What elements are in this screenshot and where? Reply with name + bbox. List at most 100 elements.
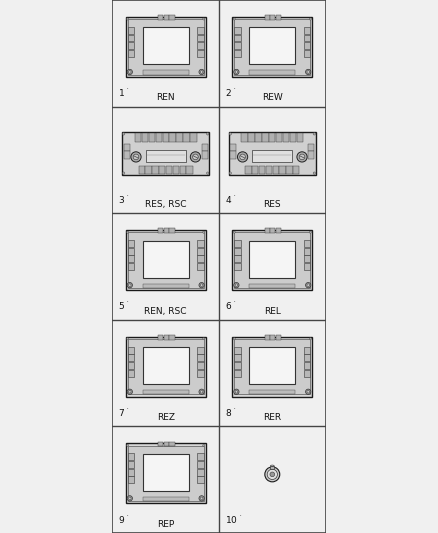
Bar bbox=[170, 15, 175, 20]
Text: REP: REP bbox=[157, 520, 174, 529]
Text: REW: REW bbox=[262, 93, 283, 102]
Bar bbox=[304, 27, 311, 34]
Circle shape bbox=[309, 338, 311, 340]
Text: 1 $\mathregular{^{\prime}}$: 1 $\mathregular{^{\prime}}$ bbox=[118, 87, 130, 99]
Circle shape bbox=[306, 389, 311, 394]
Bar bbox=[164, 15, 169, 20]
Circle shape bbox=[309, 231, 311, 233]
Bar bbox=[197, 35, 204, 42]
Bar bbox=[197, 248, 204, 255]
Bar bbox=[252, 150, 293, 162]
Bar bbox=[127, 362, 134, 369]
Circle shape bbox=[203, 338, 205, 340]
Bar bbox=[304, 346, 311, 353]
Bar bbox=[286, 166, 293, 174]
Bar bbox=[265, 15, 270, 20]
Bar bbox=[276, 15, 281, 20]
Bar bbox=[127, 469, 134, 475]
Bar bbox=[127, 453, 134, 460]
Circle shape bbox=[270, 472, 275, 477]
Circle shape bbox=[235, 71, 238, 73]
Circle shape bbox=[127, 18, 129, 20]
Bar bbox=[276, 229, 281, 233]
Circle shape bbox=[265, 467, 280, 482]
Circle shape bbox=[233, 338, 235, 340]
Text: 9 $\mathregular{^{\prime}}$: 9 $\mathregular{^{\prime}}$ bbox=[118, 513, 130, 526]
Circle shape bbox=[240, 154, 245, 160]
Circle shape bbox=[297, 152, 307, 162]
Bar bbox=[308, 151, 314, 159]
Bar bbox=[249, 390, 296, 394]
Circle shape bbox=[199, 282, 204, 288]
Bar bbox=[265, 335, 270, 340]
Bar bbox=[234, 27, 241, 34]
Bar bbox=[158, 15, 163, 20]
Bar bbox=[197, 370, 204, 377]
Bar bbox=[127, 370, 134, 377]
Bar bbox=[170, 335, 175, 340]
Bar bbox=[232, 230, 312, 290]
Bar bbox=[270, 335, 276, 340]
Circle shape bbox=[313, 172, 315, 174]
Bar bbox=[127, 461, 134, 468]
Bar bbox=[173, 166, 179, 174]
Circle shape bbox=[203, 231, 205, 233]
Bar bbox=[304, 263, 311, 270]
Bar bbox=[142, 390, 189, 394]
Bar bbox=[304, 42, 311, 49]
Bar bbox=[234, 346, 241, 353]
Bar bbox=[162, 133, 169, 142]
Bar bbox=[249, 284, 296, 288]
Bar bbox=[142, 70, 189, 75]
Bar bbox=[166, 166, 172, 174]
Text: 10 $\mathregular{^{\prime}}$: 10 $\mathregular{^{\prime}}$ bbox=[225, 513, 243, 526]
Text: REN, RSC: REN, RSC bbox=[145, 306, 187, 316]
Circle shape bbox=[307, 391, 310, 393]
Bar bbox=[304, 255, 311, 262]
Bar bbox=[276, 133, 283, 142]
Circle shape bbox=[127, 389, 132, 394]
Bar bbox=[152, 166, 159, 174]
Bar bbox=[145, 166, 152, 174]
Circle shape bbox=[128, 497, 131, 499]
Circle shape bbox=[306, 282, 311, 288]
Bar bbox=[142, 240, 189, 278]
Bar bbox=[270, 466, 274, 469]
Bar bbox=[128, 339, 204, 394]
Bar bbox=[126, 17, 206, 77]
Bar bbox=[142, 347, 189, 384]
Text: REL: REL bbox=[264, 306, 281, 316]
Circle shape bbox=[199, 389, 204, 394]
Bar bbox=[234, 362, 241, 369]
Text: REZ: REZ bbox=[157, 413, 175, 422]
Bar bbox=[197, 461, 204, 468]
Circle shape bbox=[203, 18, 205, 20]
Text: 3 $\mathregular{^{\prime}}$: 3 $\mathregular{^{\prime}}$ bbox=[118, 193, 130, 206]
Bar bbox=[155, 133, 162, 142]
Text: 2 $\mathregular{^{\prime}}$: 2 $\mathregular{^{\prime}}$ bbox=[225, 87, 237, 99]
Bar bbox=[127, 255, 134, 262]
Bar bbox=[158, 229, 163, 233]
Circle shape bbox=[128, 391, 131, 393]
Bar bbox=[262, 133, 268, 142]
Circle shape bbox=[123, 172, 125, 174]
Bar bbox=[304, 362, 311, 369]
Bar bbox=[126, 443, 206, 503]
Bar bbox=[164, 229, 169, 233]
Bar bbox=[197, 263, 204, 270]
Bar bbox=[197, 354, 204, 361]
Bar bbox=[190, 133, 197, 142]
Text: 4 $\mathregular{^{\prime}}$: 4 $\mathregular{^{\prime}}$ bbox=[225, 193, 237, 206]
Bar bbox=[128, 232, 204, 288]
Circle shape bbox=[235, 391, 238, 393]
Bar bbox=[234, 42, 241, 49]
Circle shape bbox=[123, 133, 125, 135]
Bar bbox=[128, 19, 204, 75]
Bar bbox=[234, 354, 241, 361]
Bar bbox=[234, 19, 310, 75]
Bar bbox=[234, 240, 241, 247]
Bar bbox=[234, 35, 241, 42]
Bar bbox=[197, 255, 204, 262]
Bar bbox=[266, 166, 272, 174]
Bar bbox=[201, 151, 208, 159]
